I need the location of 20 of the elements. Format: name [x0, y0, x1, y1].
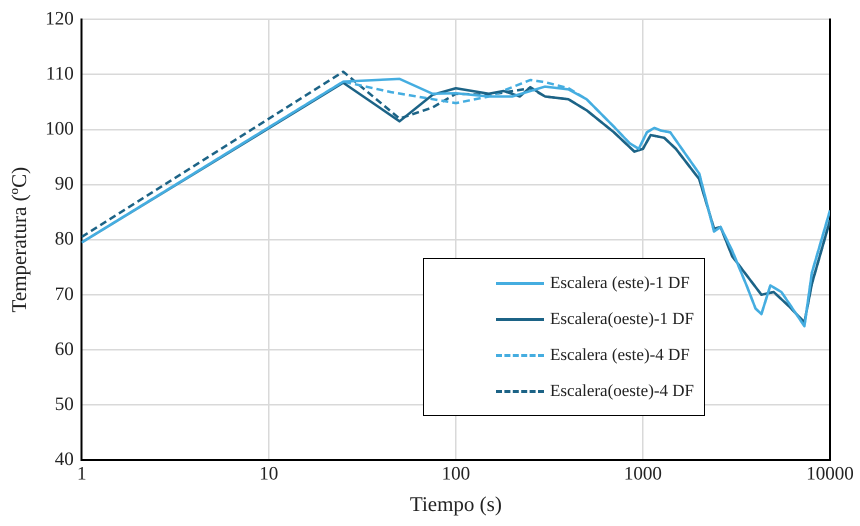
y-tick-label: 60 — [54, 338, 74, 360]
y-tick-label: 50 — [54, 394, 74, 415]
x-axis-title: Tiempo (s) — [410, 492, 502, 516]
y-tick-label: 80 — [54, 228, 74, 250]
x-tick-label: 1 — [76, 463, 86, 484]
x-tick-label: 10 — [259, 463, 278, 484]
y-tick-label: 100 — [45, 118, 74, 140]
y-axis-title: Temperatura (ºC) — [7, 166, 32, 312]
legend-label: Escalera (este)-4 DF — [550, 345, 690, 365]
y-tick-label: 40 — [54, 448, 74, 470]
x-tick-label: 1000 — [624, 463, 662, 484]
legend-label: Escalera(oeste)-1 DF — [550, 309, 694, 329]
x-tick-label: 100 — [442, 463, 470, 484]
y-tick-label: 120 — [45, 8, 74, 30]
y-tick-label: 110 — [46, 63, 74, 84]
legend-label: Escalera (este)-1 DF — [550, 273, 690, 293]
y-tick-label: 90 — [54, 174, 74, 195]
legend-label: Escalera(oeste)-4 DF — [550, 381, 694, 401]
y-tick-label: 70 — [54, 284, 74, 305]
x-tick-label: 10000 — [806, 463, 854, 484]
